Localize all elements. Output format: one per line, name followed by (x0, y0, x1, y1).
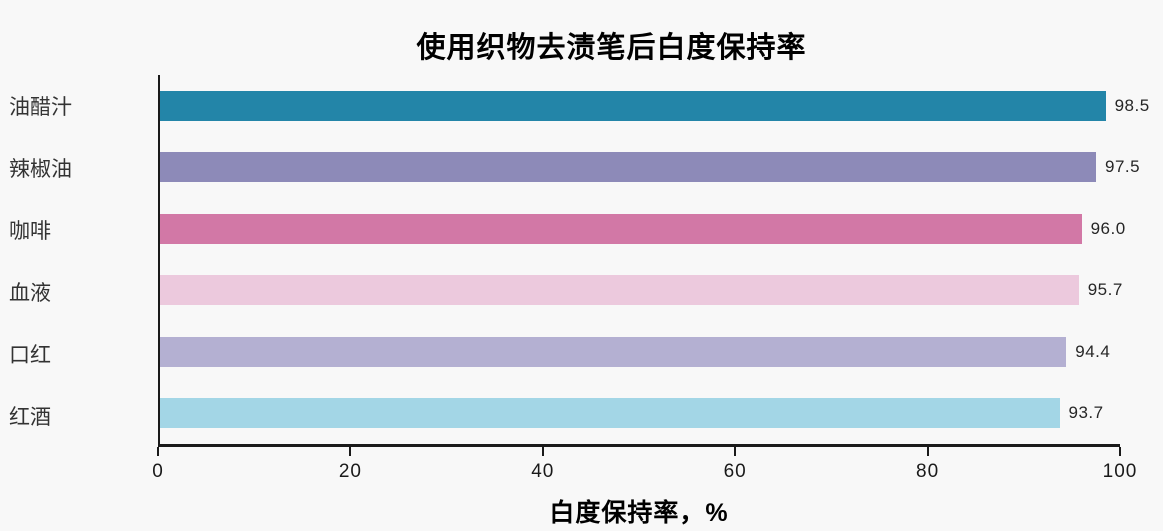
x-tick-label: 60 (723, 461, 747, 482)
bar (160, 275, 1079, 306)
category-label: 红酒 (9, 406, 51, 429)
x-tick-label: 100 (1102, 461, 1138, 482)
axis-spacer (0, 447, 158, 529)
x-axis-title: 白度保持率，% (549, 499, 729, 527)
bars-area: 98.5 97.5 96.0 95.7 94.4 93.7 (158, 75, 1149, 447)
x-tick-label: 40 (531, 461, 555, 482)
bar-value-label: 96.0 (1090, 218, 1126, 238)
category-label: 血液 (9, 282, 51, 305)
chart-title: 使用织物去渍笔后白度保持率 (416, 32, 807, 64)
bar (160, 336, 1067, 367)
x-tick-mark (157, 447, 159, 456)
bar (160, 213, 1082, 244)
bar-row: 97.5 (160, 137, 1140, 199)
x-axis-tick-marks (157, 447, 1121, 457)
bar-value-label: 94.4 (1075, 341, 1111, 361)
bar (160, 152, 1096, 183)
bar-value-label: 97.5 (1105, 157, 1141, 177)
x-tick-label: 20 (338, 461, 362, 482)
bar-value-label: 98.5 (1114, 95, 1150, 115)
x-tick-mark (734, 447, 737, 456)
x-tick-mark (349, 447, 352, 456)
bar-row: 95.7 (160, 260, 1123, 322)
category-label: 咖啡 (9, 220, 51, 243)
plot-region: 油醋汁辣椒油咖啡血液口红红酒 98.5 97.5 96.0 95.7 94.4 93.7 (0, 75, 1163, 447)
x-axis-ticks-row: 0 20 40 60 80 100 白度保持率，% (0, 447, 1163, 529)
bar-row: 94.4 (160, 321, 1120, 383)
bar (160, 90, 1106, 121)
x-tick-mark (1119, 447, 1121, 456)
bar-row: 98.5 (160, 75, 1149, 137)
bar (160, 398, 1060, 429)
x-tick-mark (926, 447, 929, 456)
x-tick-mark (541, 447, 544, 456)
category-label: 油醋汁 (9, 96, 72, 119)
bar-row: 96.0 (160, 198, 1125, 260)
bar-value-label: 93.7 (1068, 403, 1104, 423)
bar-value-label: 95.7 (1087, 280, 1123, 300)
bar-row: 93.7 (160, 383, 1120, 445)
x-axis-tick-labels: 0 20 40 60 80 100 (152, 457, 1136, 491)
x-tick-label: 0 (152, 461, 164, 482)
category-label: 口红 (9, 344, 51, 367)
x-tick-label: 80 (916, 461, 940, 482)
category-label: 辣椒油 (9, 158, 72, 181)
category-axis: 油醋汁辣椒油咖啡血液口红红酒 (0, 75, 158, 447)
